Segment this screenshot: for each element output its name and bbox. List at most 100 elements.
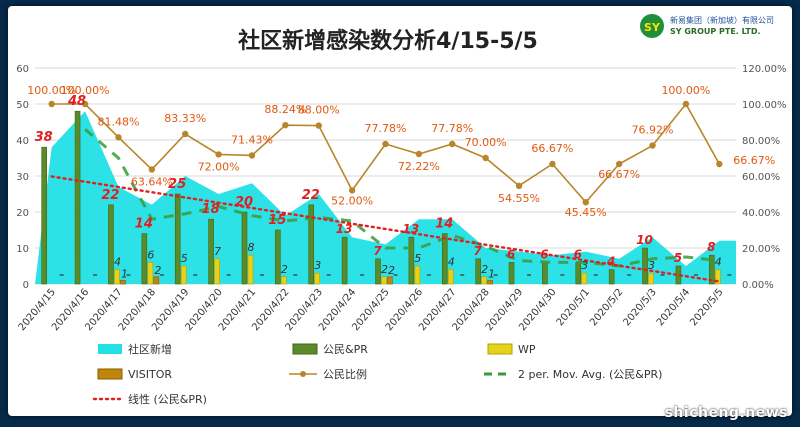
bar-pr [408,236,415,285]
ratio-point [482,154,489,162]
ratio-label: 100.00% [61,84,110,97]
bar-pr [508,262,515,285]
pr-value-label: 10 [636,233,653,247]
x-tick-label: 2020/5/3 [622,287,659,328]
logo-icon [640,14,664,38]
bar-wp [481,276,487,285]
ratio-label: 76.92% [632,124,674,137]
pr-value-label: 7 [373,244,382,258]
ratio-label: 77.78% [365,122,407,135]
ratio-point [315,122,322,129]
y2-tick-label: 100.00% [742,100,787,111]
pr-value-label: 13 [336,222,353,236]
ratio-point [348,187,356,194]
y-tick-label: 30 [16,172,29,183]
y2-tick-label: 60.00% [742,172,780,183]
legend-label: 社区新增 [128,342,172,356]
ratio-label: 88.00% [298,104,340,117]
ratio-point [48,100,55,108]
ratio-label: 100.00% [27,84,76,97]
legend-swatch-visitor [97,368,123,380]
bar-wp [247,254,254,285]
wp-value-label: 4 [114,256,121,269]
wp-value-label: 4 [448,256,455,269]
bar-pr [542,262,548,285]
pr-value-label: 18 [202,202,220,217]
bar-wp [581,272,588,285]
pr-value-label: 5 [674,251,682,265]
y2-tick-label: 20.00% [742,244,780,255]
y-tick-label: 0 [23,280,29,291]
ratio-point [682,100,690,108]
visitor-value-label: 1 [488,267,495,280]
bar-wp [180,265,187,285]
ratio-label: 83.33% [164,112,206,125]
legend-label: 公民&PR [323,343,368,356]
bar-pr [709,254,715,285]
y-tick-label: 50 [16,100,29,111]
wp-value-label: 3 [581,259,588,272]
ratio-point [449,140,456,148]
ratio-label: 52.00% [331,194,373,207]
y2-tick-label: 80.00% [742,136,780,147]
legend-label: 2 per. Mov. Avg. (公民&PR) [518,368,662,381]
ratio-point [215,151,222,158]
ratio-label: 63.64% [131,175,173,188]
legend-label: 线性 (公民&PR) [128,392,207,406]
ratio-label: 100.00% [661,84,710,97]
ratio-point [182,130,189,138]
pr-value-label: 8 [707,240,715,254]
bar-pr [174,193,181,285]
ratio-point [415,150,423,158]
wp-value-label: 2 [281,263,288,276]
bar-visitor [120,280,126,285]
area-series-community [35,111,736,284]
ratio-point [382,140,389,148]
wp-value-label: 4 [715,256,722,269]
ratio-point [248,152,256,159]
legend-swatch-pr [292,343,318,355]
bar-pr [441,233,448,285]
pr-value-label: 14 [435,217,453,232]
chart-svg: 社区新增感染数分析4/15-5/5 SY 新易集团（新加坡）有限公司 SY GROUP… [16,14,787,406]
ratio-label: 71.43% [231,133,273,146]
bar-pr [241,211,248,285]
ratio-point [582,198,589,206]
ratio-label: 66.67% [531,142,573,155]
ratio-point [282,121,289,129]
bar-wp [447,269,454,285]
y-tick-label: 40 [16,136,29,147]
visitor-value-label: 2 [388,264,395,277]
bar-visitor [387,276,393,285]
bar-wp [414,265,421,285]
ratio-point [549,160,556,168]
wp-value-label: 3 [648,259,655,272]
y-tick-label: 60 [16,64,29,75]
chart-title: 社区新增感染数分析4/15-5/5 [238,28,538,54]
legend-swatch-wp [487,343,513,355]
bar-pr [375,258,381,285]
bar-wp [147,262,154,285]
bar-pr [141,233,148,285]
visitor-value-label: 2 [154,264,161,277]
ratio-label: 81.48% [97,115,139,128]
bar-pr [275,229,281,285]
ratio-point [81,100,89,108]
bar-pr [475,258,481,285]
ratio-point [649,142,656,149]
legend-label: VISITOR [128,368,172,381]
moving-average-line [84,128,720,268]
pr-value-label: 48 [67,94,86,109]
bar-pr [642,247,648,285]
ratio-point [148,166,156,173]
ratio-label: 45.45% [565,206,607,219]
pr-value-label: 15 [268,213,286,228]
bar-pr [108,204,114,285]
ratio-point [716,160,723,168]
y-tick-label: 10 [16,244,29,255]
trend-line [50,175,721,283]
pr-value-label: 6 [540,247,548,261]
y2-tick-label: 120.00% [742,64,787,75]
ratio-point [615,160,623,168]
